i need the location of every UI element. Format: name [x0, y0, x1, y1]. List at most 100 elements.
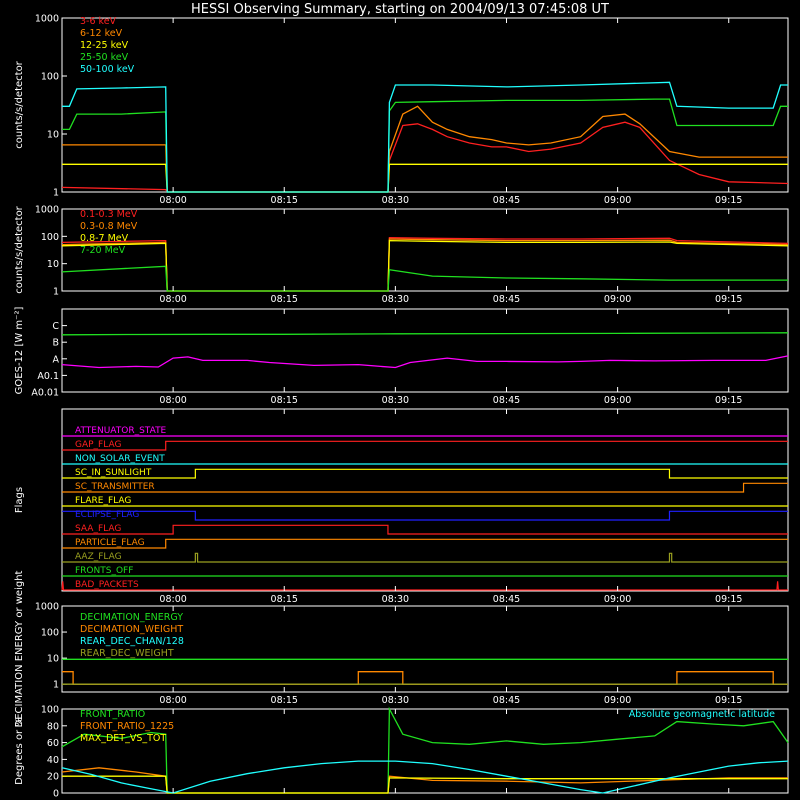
y-tick-label: 1000 — [35, 14, 59, 25]
panel-frame — [61, 605, 789, 693]
flag-label: SC_TRANSMITTER — [75, 482, 155, 492]
legend-entry: REAR_DEC_CHAN/128 — [80, 636, 184, 647]
y-tick-label: C — [52, 321, 59, 332]
y-tick-label: 20 — [47, 772, 59, 783]
legend-entry: 0.1-0.3 MeV — [80, 209, 138, 220]
y-tick-label: 1000 — [35, 602, 59, 613]
y-tick-label: 100 — [41, 705, 59, 716]
panel-frame — [61, 208, 789, 292]
y-tick-label: 100 — [41, 72, 59, 83]
flag-line — [62, 510, 788, 521]
flag-label: AAZ_FLAG — [75, 552, 122, 562]
y-tick-label: 1 — [53, 680, 59, 691]
flag-line — [62, 468, 788, 479]
x-tick-label: 08:45 — [493, 195, 520, 206]
y-tick-label: A0.1 — [37, 371, 59, 382]
y-tick-label: 10 — [47, 130, 59, 141]
x-tick-label: 08:30 — [382, 695, 409, 706]
flag-label: ATTENUATOR_STATE — [75, 426, 167, 436]
y-axis-label: counts/s/detector — [14, 60, 25, 148]
panel-decimation: 1 10 100 1000 DECIMATION_ENERGYDECIMATION_WE… — [14, 570, 789, 727]
series-line — [61, 760, 789, 794]
legend-entry: REAR_DEC_WEIGHT — [80, 648, 174, 659]
y-tick-label: 10 — [47, 654, 59, 665]
y-axis-label: Degrees or % — [14, 717, 25, 785]
x-tick-label: 09:15 — [715, 594, 742, 605]
x-tick-label: 08:30 — [382, 594, 409, 605]
panel-frame — [61, 708, 789, 794]
flag-line — [62, 552, 788, 563]
x-tick-label: 08:45 — [493, 695, 520, 706]
panel-frame — [61, 408, 789, 592]
flag-label: FRONTS_OFF — [75, 566, 133, 576]
flag-label: SC_IN_SUNLIGHT — [75, 468, 152, 478]
flag-label: BAD_PACKETS — [75, 580, 139, 590]
flag-label: FLARE_FLAG — [75, 496, 131, 506]
legend-entry: FRONT_RATIO — [80, 709, 145, 720]
x-tick-label: 08:15 — [271, 695, 298, 706]
panel-ratios: 0 20 40 60 80 100 FRONT_RATIOFRONT_RATIO_1225M… — [14, 705, 789, 800]
x-tick-label: 09:15 — [715, 695, 742, 706]
series-line — [61, 332, 789, 336]
x-tick-label: 09:00 — [604, 294, 631, 305]
flag-line — [62, 538, 788, 549]
x-tick-label: 09:00 — [604, 395, 631, 406]
x-tick-label: 08:00 — [159, 195, 186, 206]
x-tick-label: 09:15 — [715, 294, 742, 305]
y-tick-label: 40 — [47, 755, 59, 766]
y-tick-label: 1000 — [35, 205, 59, 216]
series-line — [62, 671, 788, 685]
series-line — [61, 767, 788, 794]
x-tick-label: 08:00 — [159, 695, 186, 706]
panel-frame — [61, 308, 789, 393]
flag-label: GAP_FLAG — [75, 440, 121, 450]
y-tick-label: 60 — [47, 738, 59, 749]
legend-entry: MAX_DET_VS_TOT — [80, 733, 166, 744]
flag-line — [61, 581, 788, 591]
y-tick-label: 0 — [53, 789, 59, 800]
y-tick-label: A0.01 — [31, 388, 59, 399]
series-line — [62, 81, 788, 193]
x-tick-label: 08:30 — [382, 395, 409, 406]
y-axis-label: GOES-12 [W m⁻²] — [14, 307, 25, 395]
y-tick-label: 1 — [53, 188, 59, 199]
x-tick-label: 09:15 — [715, 195, 742, 206]
x-tick-label: 08:00 — [159, 294, 186, 305]
legend-entry: 0.8-7 MeV — [80, 233, 129, 244]
y-tick-label: 1 — [53, 287, 59, 298]
series-line — [61, 706, 789, 794]
x-tick-label: 08:00 — [159, 395, 186, 406]
flag-label: PARTICLE_FLAG — [75, 538, 145, 548]
flag-line — [62, 482, 788, 493]
x-tick-label: 09:15 — [715, 395, 742, 406]
y-tick-label: 100 — [41, 628, 59, 639]
series-line — [62, 775, 788, 794]
y-axis-label: counts/s/detector — [14, 205, 25, 293]
x-tick-label: 08:15 — [271, 195, 298, 206]
flag-label: SAA_FLAG — [75, 524, 121, 534]
y-tick-label: 100 — [41, 232, 59, 243]
series-line — [62, 98, 788, 193]
panel-frame — [61, 17, 789, 193]
x-tick-label: 08:30 — [382, 195, 409, 206]
legend-entry: DECIMATION_WEIGHT — [80, 624, 183, 635]
flag-line — [62, 524, 788, 535]
x-tick-label: 08:00 — [159, 594, 186, 605]
legend-entry: 7-20 MeV — [80, 245, 126, 256]
legend-entry: Absolute geomagnetic latitude — [629, 709, 775, 720]
legend-entry: 50-100 keV — [80, 64, 135, 75]
y-axis-label: Flags — [14, 487, 25, 513]
legend-entry: 25-50 keV — [80, 52, 129, 63]
y-tick-label: 80 — [47, 721, 59, 732]
x-tick-label: 08:45 — [493, 594, 520, 605]
legend-entry: 3-6 keV — [80, 16, 117, 27]
x-tick-label: 08:15 — [271, 294, 298, 305]
x-tick-label: 08:30 — [382, 294, 409, 305]
figure-title: HESSI Observing Summary, starting on 200… — [191, 2, 609, 17]
x-tick-label: 08:15 — [271, 594, 298, 605]
flag-label: ECLIPSE_FLAG — [75, 510, 139, 520]
y-tick-label: A — [53, 354, 60, 365]
x-tick-label: 08:45 — [493, 294, 520, 305]
legend-entry: 0.3-0.8 MeV — [80, 221, 138, 232]
